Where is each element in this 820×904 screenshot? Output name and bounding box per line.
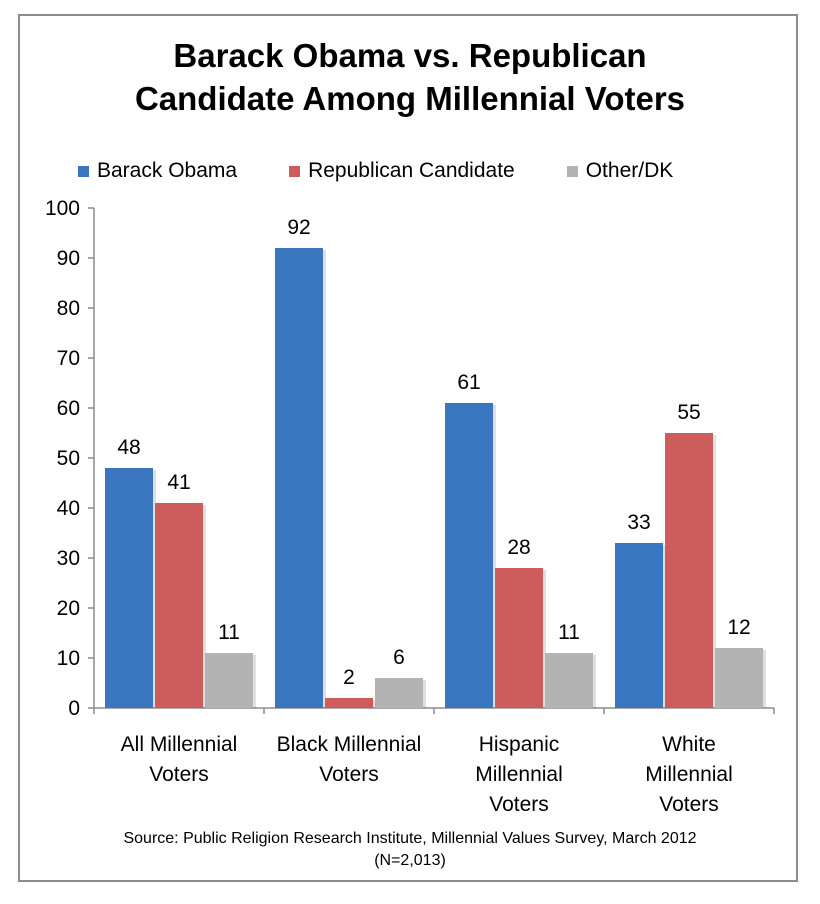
data-label: 55 bbox=[677, 401, 700, 424]
bar bbox=[205, 653, 253, 708]
bar bbox=[445, 403, 493, 708]
bar bbox=[375, 678, 423, 708]
legend-item: Other/DK bbox=[566, 159, 674, 183]
data-label: 11 bbox=[218, 621, 240, 644]
data-label: 61 bbox=[457, 371, 480, 394]
bar bbox=[665, 433, 713, 708]
data-label: 33 bbox=[627, 511, 650, 534]
legend-item: Barack Obama bbox=[78, 159, 237, 183]
y-tick-label: 50 bbox=[57, 447, 80, 470]
y-tick-label: 10 bbox=[57, 647, 80, 670]
data-label: 11 bbox=[558, 621, 580, 644]
y-tick-label: 40 bbox=[57, 497, 80, 520]
bar bbox=[155, 503, 203, 708]
bar bbox=[275, 248, 323, 708]
legend-swatch bbox=[289, 165, 301, 177]
chart-legend: Barack Obama Republican Candidate Other/DK bbox=[78, 156, 673, 186]
source-line-1: Source: Public Religion Research Institu… bbox=[123, 830, 697, 847]
chart-title-line-1: Barack Obama vs. Republican bbox=[173, 37, 647, 74]
y-tick-label: 100 bbox=[45, 197, 80, 220]
x-tick-label: Black Millennial bbox=[277, 733, 422, 756]
bar bbox=[715, 648, 763, 708]
y-tick-label: 20 bbox=[57, 597, 80, 620]
bar bbox=[325, 698, 373, 708]
data-label: 48 bbox=[117, 436, 140, 459]
source-line-2: (N=2,013) bbox=[374, 852, 446, 869]
y-tick-label: 80 bbox=[57, 297, 80, 320]
data-label: 28 bbox=[507, 536, 530, 559]
legend-label: Other/DK bbox=[585, 159, 674, 182]
chart-source: Source: Public Religion Research Institu… bbox=[0, 828, 820, 872]
y-tick-label: 30 bbox=[57, 547, 80, 570]
bar bbox=[615, 543, 663, 708]
x-tick-label: Millennial bbox=[645, 763, 733, 786]
chart-title: Barack Obama vs. Republican Candidate Am… bbox=[0, 34, 820, 120]
x-tick-label: White bbox=[662, 733, 716, 756]
bar bbox=[545, 653, 593, 708]
x-tick-label: Millennial bbox=[475, 763, 563, 786]
legend-label: Republican Candidate bbox=[308, 159, 515, 182]
x-tick-label: Voters bbox=[659, 793, 719, 816]
data-label: 2 bbox=[343, 666, 355, 689]
data-label: 12 bbox=[727, 616, 750, 639]
bar bbox=[105, 468, 153, 708]
chart-title-line-2: Candidate Among Millennial Voters bbox=[134, 80, 686, 117]
data-label: 92 bbox=[287, 216, 310, 239]
y-tick-label: 60 bbox=[57, 397, 80, 420]
x-tick-label: All Millennial bbox=[121, 733, 238, 756]
x-tick-label: Hispanic bbox=[479, 733, 560, 756]
legend-swatch bbox=[566, 165, 578, 177]
legend-label: Barack Obama bbox=[97, 159, 238, 182]
x-tick-label: Voters bbox=[489, 793, 549, 816]
y-tick-label: 0 bbox=[68, 697, 80, 720]
x-tick-label: Voters bbox=[149, 763, 209, 786]
data-label: 41 bbox=[167, 471, 190, 494]
legend-item: Republican Candidate bbox=[289, 159, 515, 183]
legend-swatch bbox=[78, 165, 89, 177]
data-label: 6 bbox=[393, 646, 405, 669]
bar bbox=[495, 568, 543, 708]
y-tick-label: 90 bbox=[57, 247, 80, 270]
y-tick-label: 70 bbox=[57, 347, 80, 370]
x-tick-label: Voters bbox=[319, 763, 379, 786]
